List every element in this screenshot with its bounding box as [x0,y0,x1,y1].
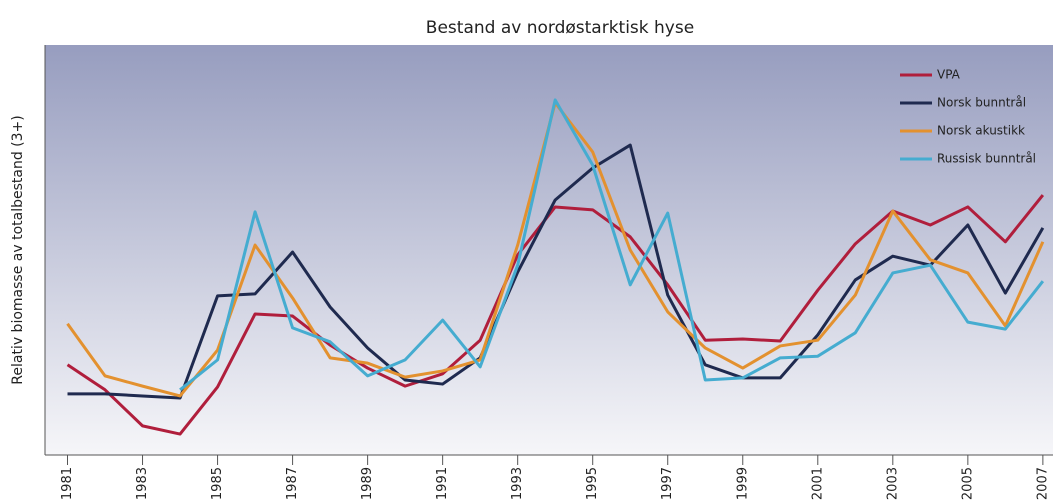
x-tick-label: 1991 [435,467,450,500]
legend-label: VPA [937,68,961,82]
legend-label: Norsk akustikk [937,124,1025,138]
y-axis-label: Relativ biomasse av totalbestand (3+) [10,115,26,384]
series-line [66,194,1045,436]
x-tick-label: 1987 [285,467,300,500]
legend-label: Norsk bunntrål [937,96,1026,110]
x-tick-label: 1985 [210,467,225,500]
x-tick-label: 1983 [135,467,150,500]
x-tick-label: 1989 [360,467,375,500]
x-tick-label: 2007 [1035,467,1050,500]
x-tick-label: 2003 [885,467,900,500]
x-tick-label: 2001 [810,467,825,500]
x-tick-label: 1981 [60,467,75,500]
x-tick-label: 1999 [735,467,750,500]
chart-title: Bestand av nordøstarktisk hyse [426,18,694,38]
x-tick-label: 1997 [660,467,675,500]
series-line [179,98,1045,391]
x-tick-label: 1995 [585,467,600,500]
legend-label: Russisk bunntrål [937,152,1036,166]
plot-area [45,45,1053,455]
x-tick-label: 2005 [960,467,975,500]
series-line [67,143,1045,400]
x-tick-label: 1993 [510,467,525,500]
